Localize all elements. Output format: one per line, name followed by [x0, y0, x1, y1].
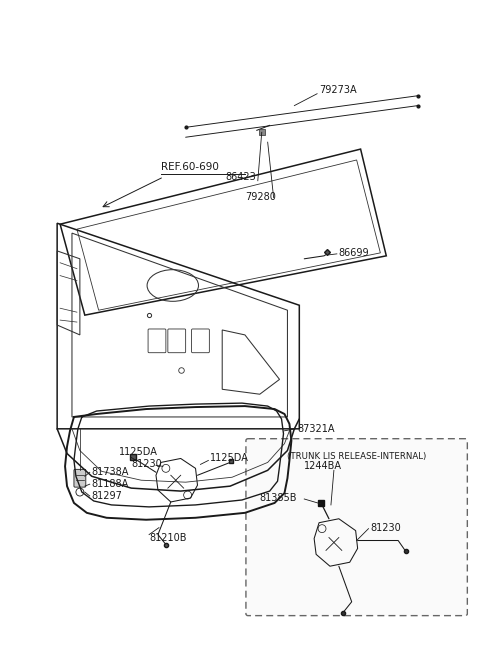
Text: 81297: 81297 — [92, 491, 122, 501]
Text: 1125DA: 1125DA — [120, 447, 158, 457]
Text: 87321A: 87321A — [297, 424, 335, 434]
Text: 81210B: 81210B — [149, 533, 187, 542]
Text: 1244BA: 1244BA — [304, 461, 342, 472]
Text: 86423: 86423 — [225, 172, 256, 182]
Text: (TRUNK LIS RELEASE-INTERNAL): (TRUNK LIS RELEASE-INTERNAL) — [287, 452, 426, 461]
Text: REF.60-690: REF.60-690 — [161, 162, 219, 172]
Text: 81230: 81230 — [371, 523, 401, 533]
Text: 81738A: 81738A — [92, 467, 129, 477]
Text: 86699: 86699 — [339, 248, 370, 258]
Text: 1125DA: 1125DA — [210, 453, 249, 464]
FancyBboxPatch shape — [74, 470, 86, 487]
Text: 79280: 79280 — [245, 191, 276, 202]
Text: 81188A: 81188A — [92, 479, 129, 489]
FancyBboxPatch shape — [246, 439, 468, 616]
Text: 81230: 81230 — [131, 459, 162, 470]
Text: 79273A: 79273A — [319, 84, 357, 95]
Text: 81385B: 81385B — [260, 493, 297, 503]
